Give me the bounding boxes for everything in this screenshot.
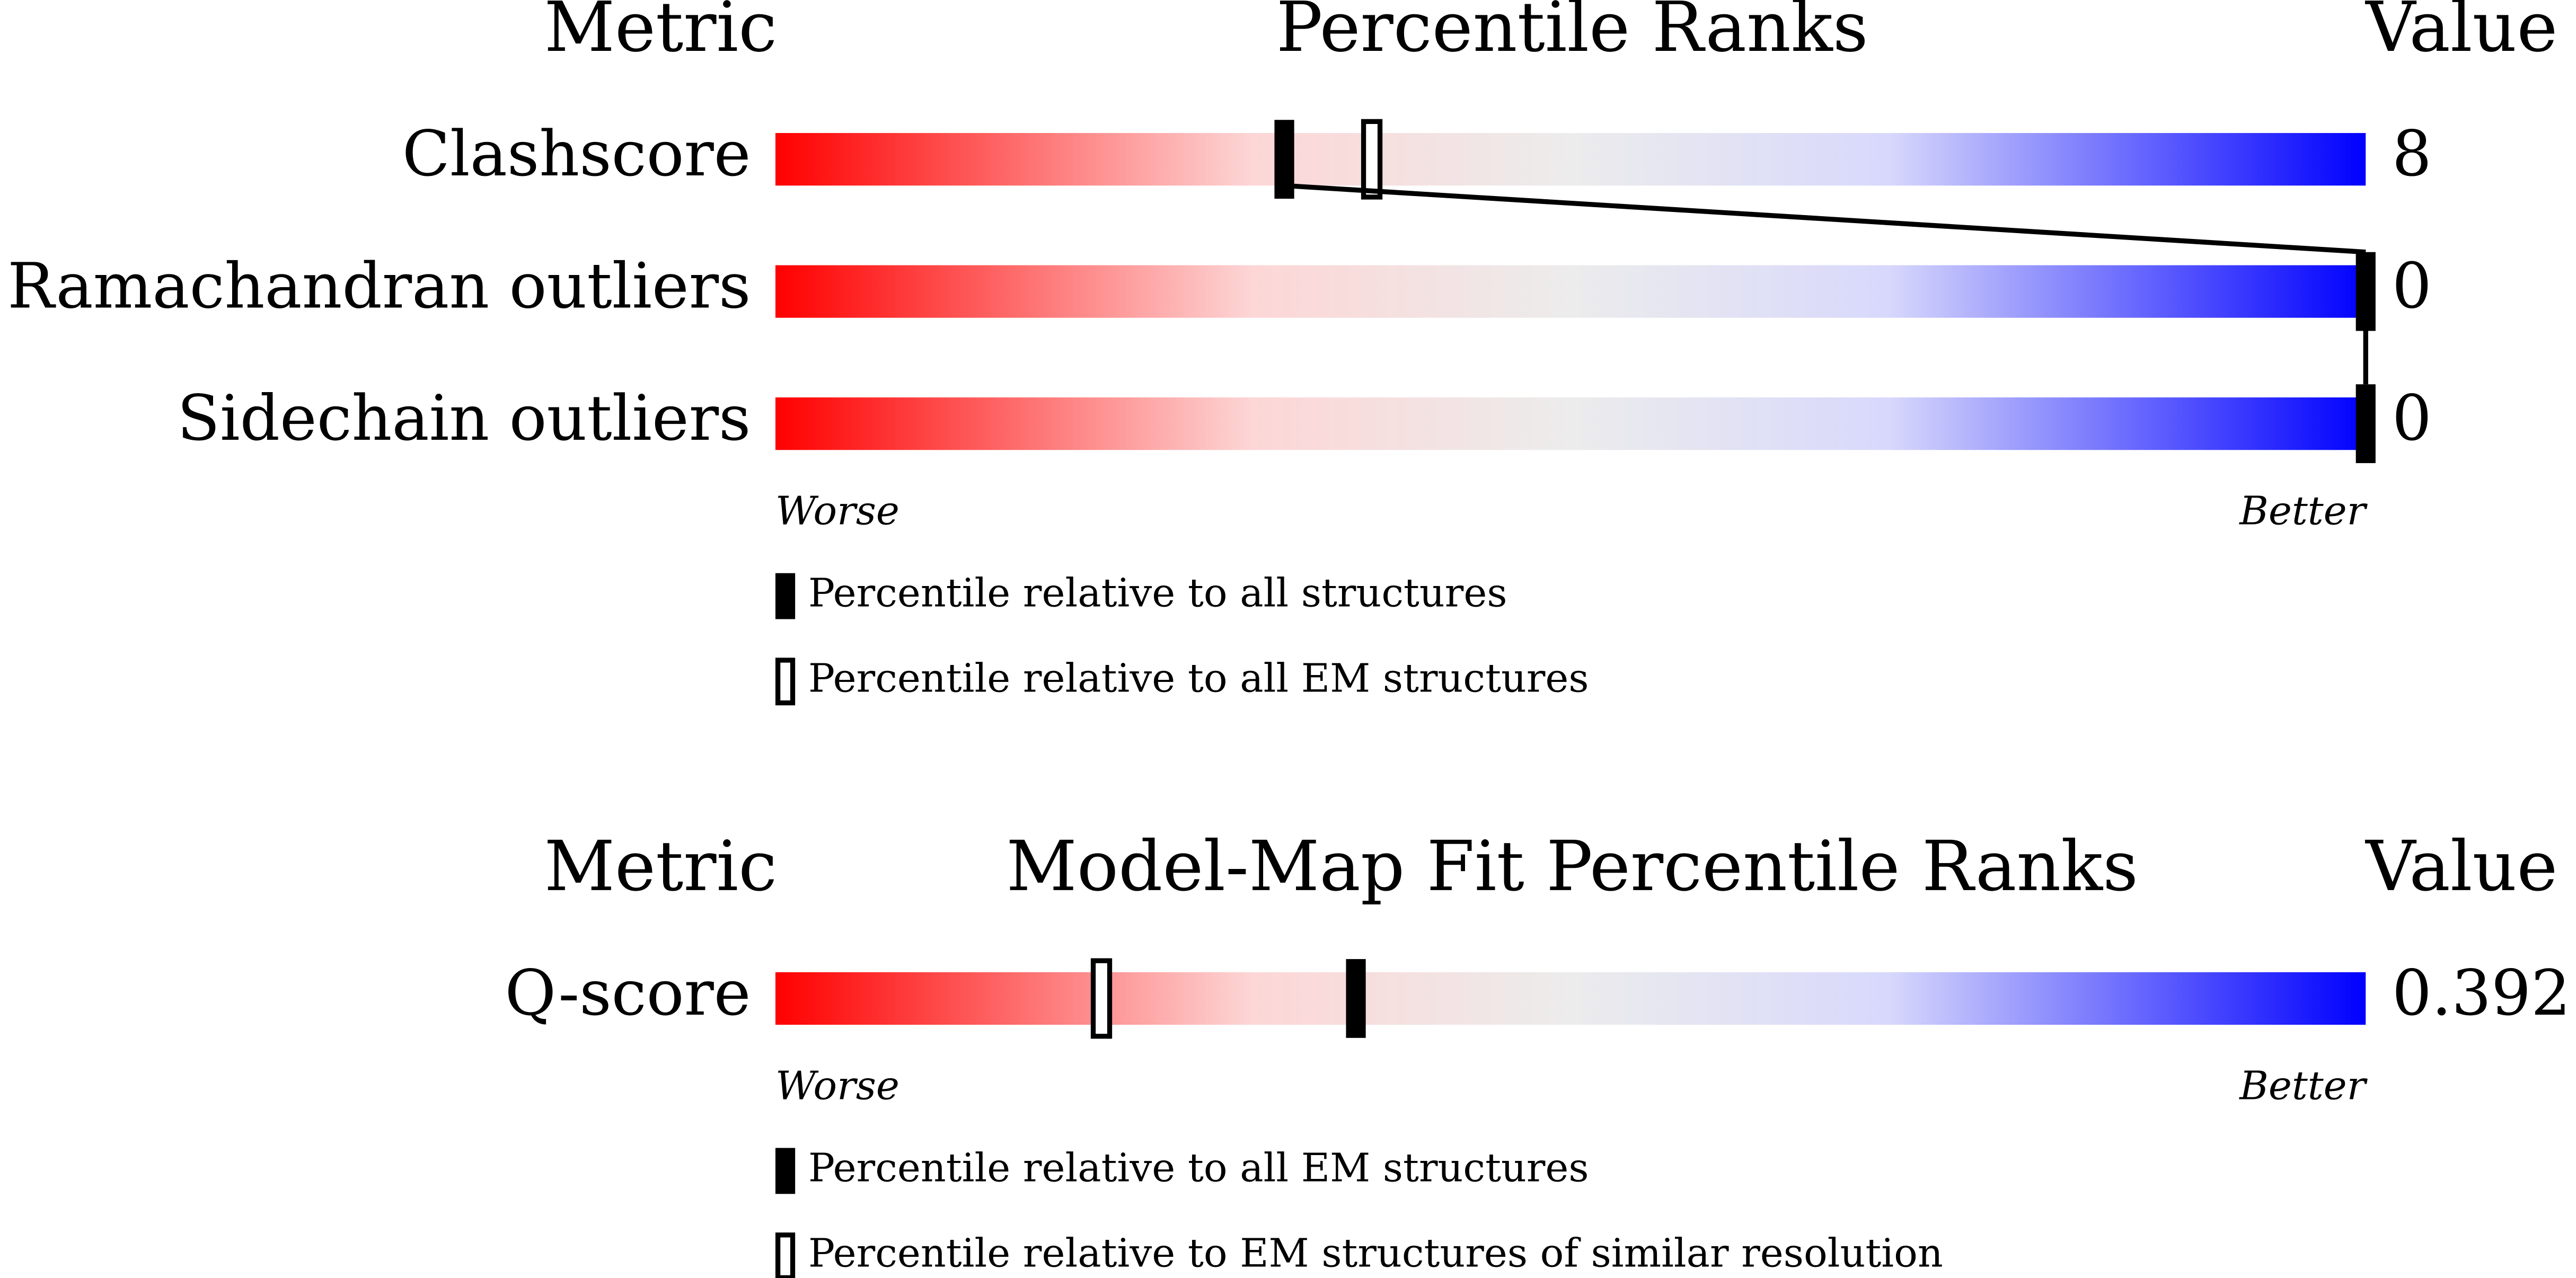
legend-icon <box>775 658 796 706</box>
panel-title: Percentile Ranks <box>1276 0 1868 67</box>
legend-label: Percentile relative to all EM structures <box>808 655 1589 702</box>
legend-icon <box>775 573 796 619</box>
value-header: Value <box>2365 0 2557 67</box>
value-header: Value <box>2365 826 2557 907</box>
metric-value: 8 <box>2392 118 2432 190</box>
metric-header: Metric <box>544 826 777 907</box>
legend-icon <box>775 1232 796 1278</box>
panel-title: Model-Map Fit Percentile Ranks <box>1006 826 2138 907</box>
worse-label: Worse <box>775 1062 899 1108</box>
legend-label: Percentile relative to all structures <box>808 570 1507 616</box>
metric-value: 0.392 <box>2392 957 2571 1030</box>
metric-header: Metric <box>544 0 777 67</box>
metric-label: Sidechain outliers <box>177 382 751 455</box>
legend-label: Percentile relative to EM structures of … <box>808 1230 1943 1276</box>
percentile-bar <box>775 265 2366 318</box>
better-label: Better <box>2238 1062 2368 1108</box>
percentile-bar <box>775 972 2366 1025</box>
percentile-bar <box>775 133 2366 186</box>
better-label: Better <box>2238 488 2368 534</box>
metric-label: Clashscore <box>402 118 751 190</box>
connector <box>1284 183 2366 255</box>
percentile-marker <box>1361 119 1383 200</box>
metric-label: Q-score <box>505 957 751 1030</box>
legend-icon <box>775 1148 796 1194</box>
percentile-bar <box>775 397 2366 450</box>
metric-value: 0 <box>2392 382 2432 455</box>
metric-label: Ramachandran outliers <box>7 250 751 323</box>
worse-label: Worse <box>775 488 899 534</box>
percentile-marker <box>2356 384 2376 464</box>
legend-label: Percentile relative to all EM structures <box>808 1144 1589 1191</box>
percentile-marker <box>1090 958 1113 1039</box>
metric-value: 0 <box>2392 250 2432 323</box>
percentile-marker <box>1346 959 1366 1038</box>
